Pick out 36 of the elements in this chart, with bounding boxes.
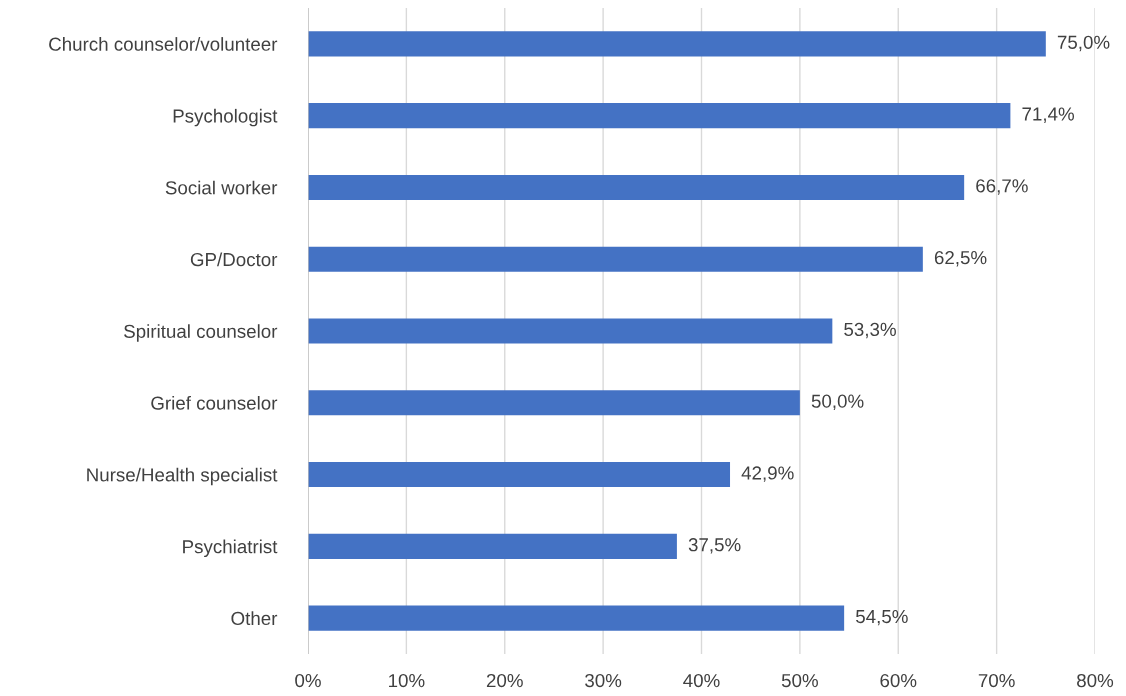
y-tick-label: Psychiatrist [183, 539, 278, 558]
y-tick-label: Grief counselor [151, 395, 278, 410]
x-tick-label: 70% [978, 673, 1015, 688]
data-label: 53,3% [844, 322, 896, 339]
bar [308, 605, 845, 631]
y-tick-label: Social worker [165, 180, 278, 195]
bar [308, 246, 923, 272]
bar [308, 103, 1011, 129]
y-tick-label: Nurse/Health specialist [87, 467, 278, 486]
x-tick-label: 80% [1077, 673, 1114, 688]
data-label: 37,5% [688, 538, 741, 554]
x-tick-label: 60% [880, 673, 917, 688]
bar [308, 533, 677, 559]
data-label: 62,5% [934, 250, 987, 267]
bar [308, 390, 800, 416]
bar [308, 174, 965, 201]
y-tick-label: Spiritual counselor [124, 324, 278, 342]
data-label: 50,0% [811, 394, 864, 411]
y-tick-label: GP/Doctor [190, 252, 278, 267]
data-label: 54,5% [856, 609, 908, 626]
y-tick-label: Psychologist [173, 108, 278, 127]
data-label: 66,7% [976, 179, 1028, 195]
y-tick-label: Church counselor/volunteer [49, 37, 278, 51]
data-label: 75,0% [1057, 35, 1110, 52]
x-tick-label: 10% [389, 673, 425, 688]
x-tick-label: 0% [295, 673, 321, 688]
x-tick-label: 50% [781, 673, 818, 688]
bar [308, 31, 1046, 57]
data-label: 42,9% [741, 466, 794, 482]
x-tick-label: 30% [585, 673, 622, 688]
y-tick-label: Other [231, 611, 278, 626]
bar [308, 318, 833, 344]
bar [308, 461, 731, 488]
data-label: 71,4% [1022, 107, 1075, 123]
x-tick-label: 40% [683, 673, 720, 688]
x-tick-label: 20% [486, 673, 523, 688]
